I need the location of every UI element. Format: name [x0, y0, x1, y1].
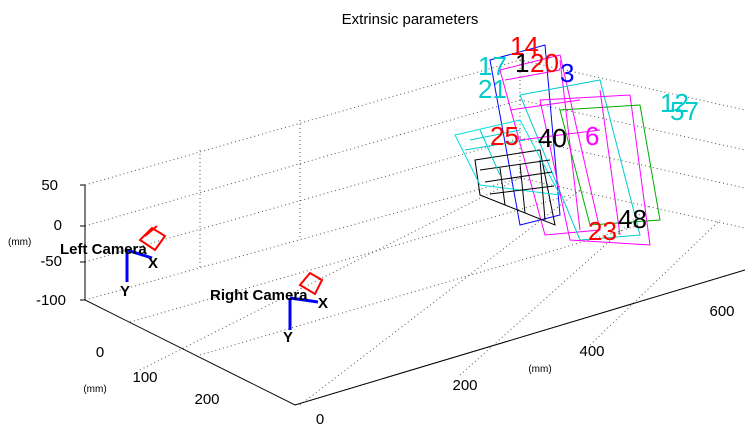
axes [80, 184, 745, 406]
z-tick-label: 50 [41, 177, 58, 194]
camera-axis-label: X [318, 295, 328, 312]
y-unit: (mm) [528, 364, 551, 375]
z-tick-label: -100 [36, 292, 66, 309]
z-unit: (mm) [8, 237, 31, 248]
board-label: 6 [585, 121, 599, 151]
camera-label: Left Camera [60, 241, 147, 258]
grid [84, 59, 745, 406]
right-camera: Right Camera X Y [210, 271, 328, 346]
board-label: 14 [510, 31, 539, 61]
z-tick-label: -50 [40, 253, 62, 270]
board-label: 1 [515, 48, 529, 78]
camera-axis-label: Y [283, 329, 293, 346]
board-label: 40 [538, 123, 567, 153]
chart-title: Extrinsic parameters [342, 11, 479, 28]
board-label: 25 [490, 121, 519, 151]
left-camera: Left Camera X Y [60, 225, 167, 300]
y-tick-label: 200 [452, 377, 477, 394]
x-tick-label: 100 [132, 369, 157, 386]
y-tick-label: 600 [709, 303, 734, 320]
camera-label: Right Camera [210, 287, 308, 304]
board-label: 23 [588, 216, 617, 246]
x-tick-label: 200 [194, 391, 219, 408]
board-label: 12 [660, 88, 689, 118]
z-tick-label: 0 [54, 217, 62, 234]
camera-axis-label: Y [120, 283, 130, 300]
x-unit: (mm) [83, 384, 106, 395]
board-label: 48 [618, 204, 647, 234]
y-tick-label: 400 [579, 343, 604, 360]
board-label: 20 [530, 48, 559, 78]
board-label: 17 [478, 51, 507, 81]
board-label: 21 [478, 74, 507, 104]
board-label: 3 [560, 58, 574, 88]
x-tick-label: 0 [96, 344, 104, 361]
checkerboards [454, 44, 661, 246]
camera-axis-label: X [148, 255, 158, 272]
y-tick-label: 0 [316, 411, 324, 428]
board-label: 57 [670, 96, 699, 126]
